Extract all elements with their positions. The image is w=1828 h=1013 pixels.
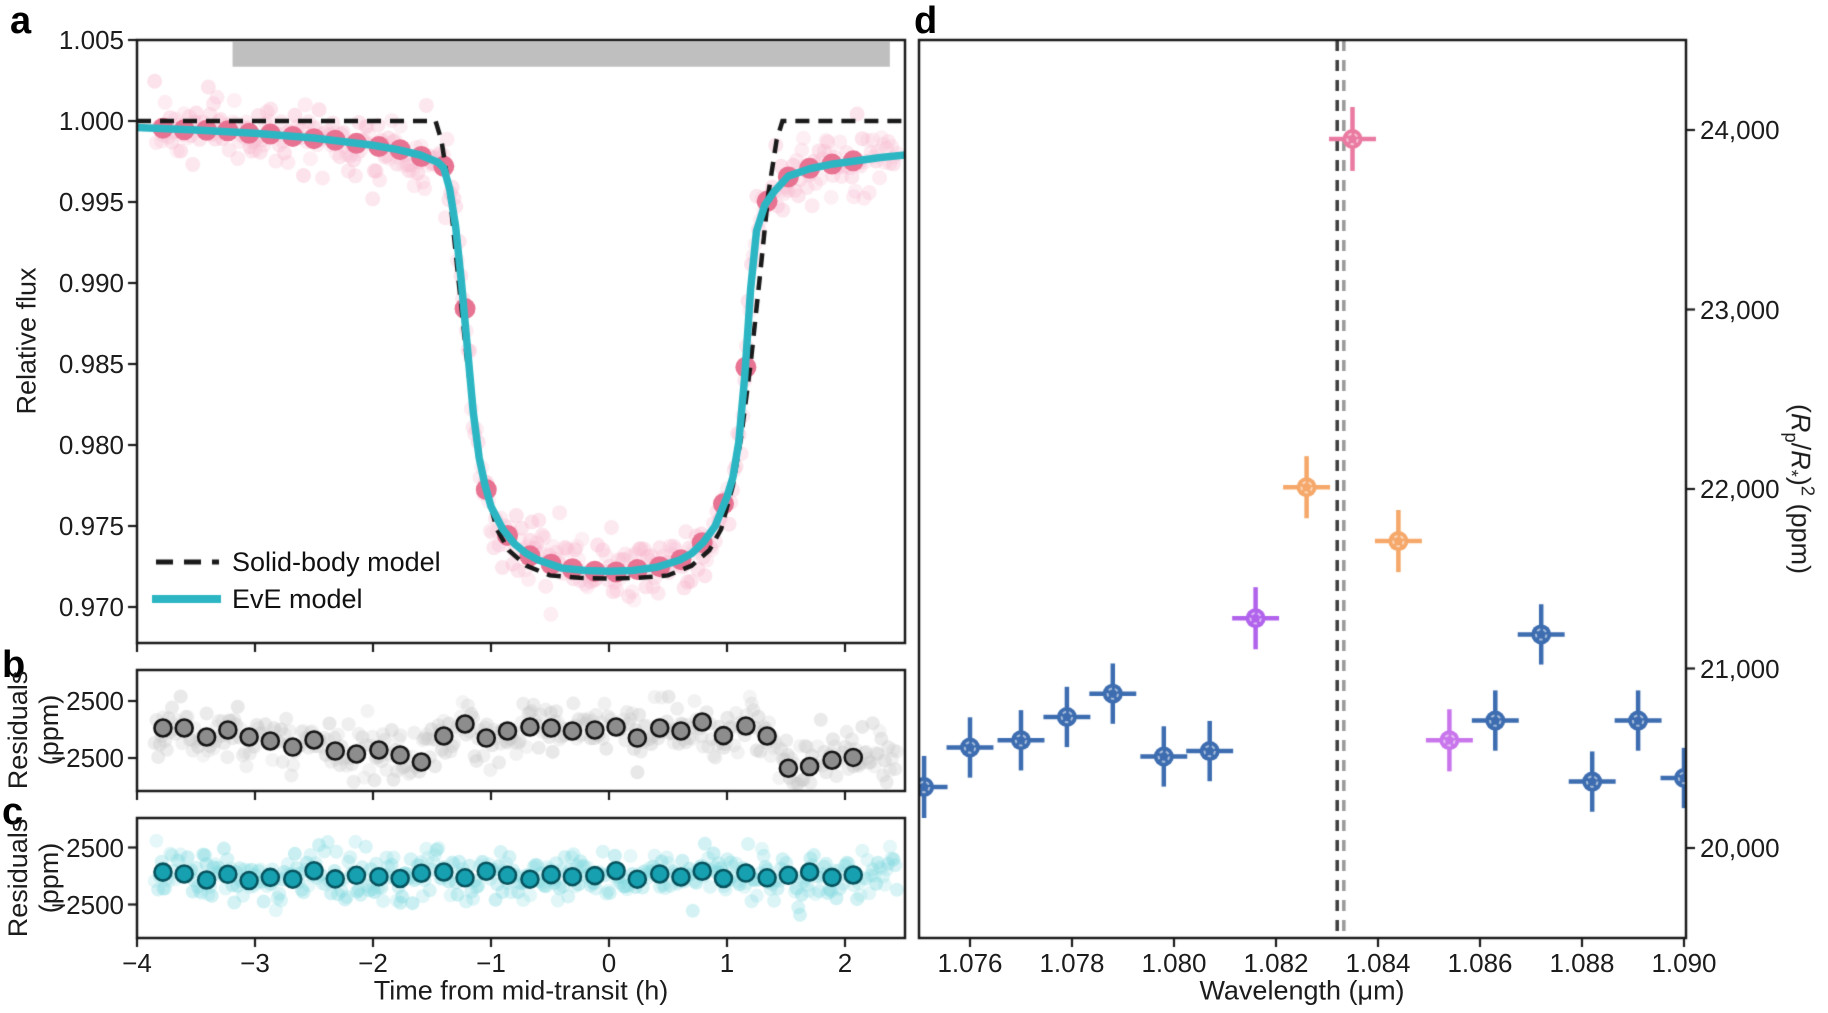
panel-d-ytick: 24,000 <box>1700 115 1780 145</box>
panel-d-xtick: 1.076 <box>937 948 1003 978</box>
panel-d-xtick: 1.082 <box>1243 948 1309 978</box>
panel-a-ytick: 0.980 <box>58 430 124 460</box>
panel-abc-xtick: 1 <box>719 948 735 978</box>
panel-a-ytick: 0.975 <box>58 511 124 541</box>
panel-abc-xtick: −1 <box>476 948 506 978</box>
panel-abc-xtick: −2 <box>358 948 388 978</box>
panel-abc-xtick: 0 <box>601 948 617 978</box>
panel-b-ytick: 2500 <box>66 686 124 716</box>
panel-d-xtick: 1.088 <box>1549 948 1615 978</box>
panel-d-ylabel: (Rp/R*)2 (ppm) <box>1781 403 1819 575</box>
panel-a-ytick: 1.005 <box>58 25 124 55</box>
panel-d-letter: d <box>914 0 938 42</box>
legend-label-solid-body: Solid-body model <box>232 547 441 577</box>
legend-label-eve: EvE model <box>232 584 363 614</box>
panel-a-ytick: 0.970 <box>58 592 124 622</box>
panel-a-letter: a <box>10 0 32 42</box>
panel-b-ytick: −2500 <box>50 743 124 773</box>
panel-d-xlabel: Wavelength (μm) <box>1199 975 1405 1006</box>
panel-abc-xtick: 2 <box>837 948 853 978</box>
panel-abc-xtick: −3 <box>240 948 270 978</box>
panel-d-xtick: 1.086 <box>1447 948 1513 978</box>
panel-d-xtick: 1.090 <box>1651 948 1717 978</box>
panel-abc-xtick: −4 <box>122 948 152 978</box>
panel-abc-xlabel: Time from mid-transit (h) <box>373 975 669 1006</box>
panel-c-ytick: 2500 <box>66 832 124 863</box>
panel-a-ytick: 0.985 <box>58 349 124 379</box>
panel-d-ytick: 22,000 <box>1700 474 1780 504</box>
panel-b-letter: b <box>2 644 26 686</box>
panel-c-letter: c <box>2 791 24 833</box>
panel-a-ytick: 0.990 <box>58 268 124 298</box>
panel-c-ytick: −2500 <box>50 889 124 920</box>
panel-d-ytick: 23,000 <box>1700 294 1780 325</box>
panel-d-xtick: 1.080 <box>1141 948 1207 978</box>
panel-d-ytick: 20,000 <box>1700 833 1780 863</box>
panel-a-ytick: 0.995 <box>58 187 124 217</box>
panel-d-ytick: 21,000 <box>1700 653 1780 684</box>
panel-a-ytick: 1.000 <box>58 106 124 136</box>
panel-d-xtick: 1.078 <box>1039 948 1105 978</box>
panel-d-xtick: 1.084 <box>1345 948 1411 978</box>
